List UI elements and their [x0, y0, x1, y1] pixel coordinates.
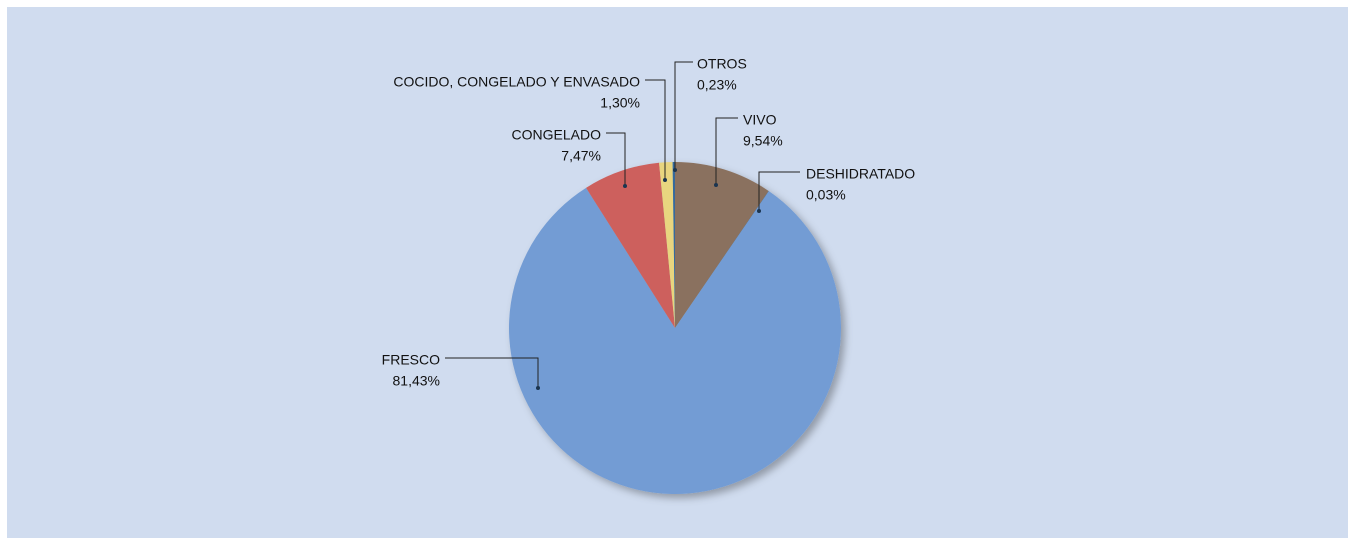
- pie-slice: [586, 162, 675, 328]
- leader-dot: [673, 168, 677, 172]
- labels: VIVO 9,54% DESHIDRATADO 0,03% FRESCO 81,43% CO…: [382, 56, 915, 390]
- slice-label: CONGELADO: [512, 127, 602, 143]
- leader-line: [715, 117, 738, 185]
- slice-label: COCIDO, CONGELADO Y ENVASADO: [393, 74, 640, 90]
- slice-value-label: 0,23%: [697, 77, 737, 93]
- slice-label: OTROS: [697, 56, 747, 72]
- leader-dot: [623, 184, 627, 188]
- pie-slice: [659, 162, 675, 328]
- slice-value-label: 9,54%: [743, 133, 783, 149]
- leader-dot: [536, 386, 540, 390]
- leader-dot: [757, 209, 761, 213]
- leader-line: [606, 132, 626, 186]
- slice-value-label: 7,47%: [561, 148, 601, 164]
- pie: [508, 162, 841, 495]
- pie-slice: [675, 190, 769, 328]
- slice-value-label: 0,03%: [806, 187, 846, 203]
- slice-label: VIVO: [743, 112, 777, 128]
- slice-label: DESHIDRATADO: [806, 166, 915, 182]
- leader-line: [445, 357, 539, 388]
- pie-slice: [672, 162, 675, 328]
- leader-line: [645, 79, 666, 180]
- leader-line: [758, 171, 800, 211]
- pie-slice: [508, 187, 841, 495]
- leader-line: [674, 61, 693, 170]
- slice-value-label: 81,43%: [393, 373, 440, 389]
- slice-label: FRESCO: [382, 352, 440, 368]
- slice-value-label: 1,30%: [600, 95, 640, 111]
- leader-dot: [663, 178, 667, 182]
- pie-slice: [675, 162, 769, 328]
- leader-dot: [714, 183, 718, 187]
